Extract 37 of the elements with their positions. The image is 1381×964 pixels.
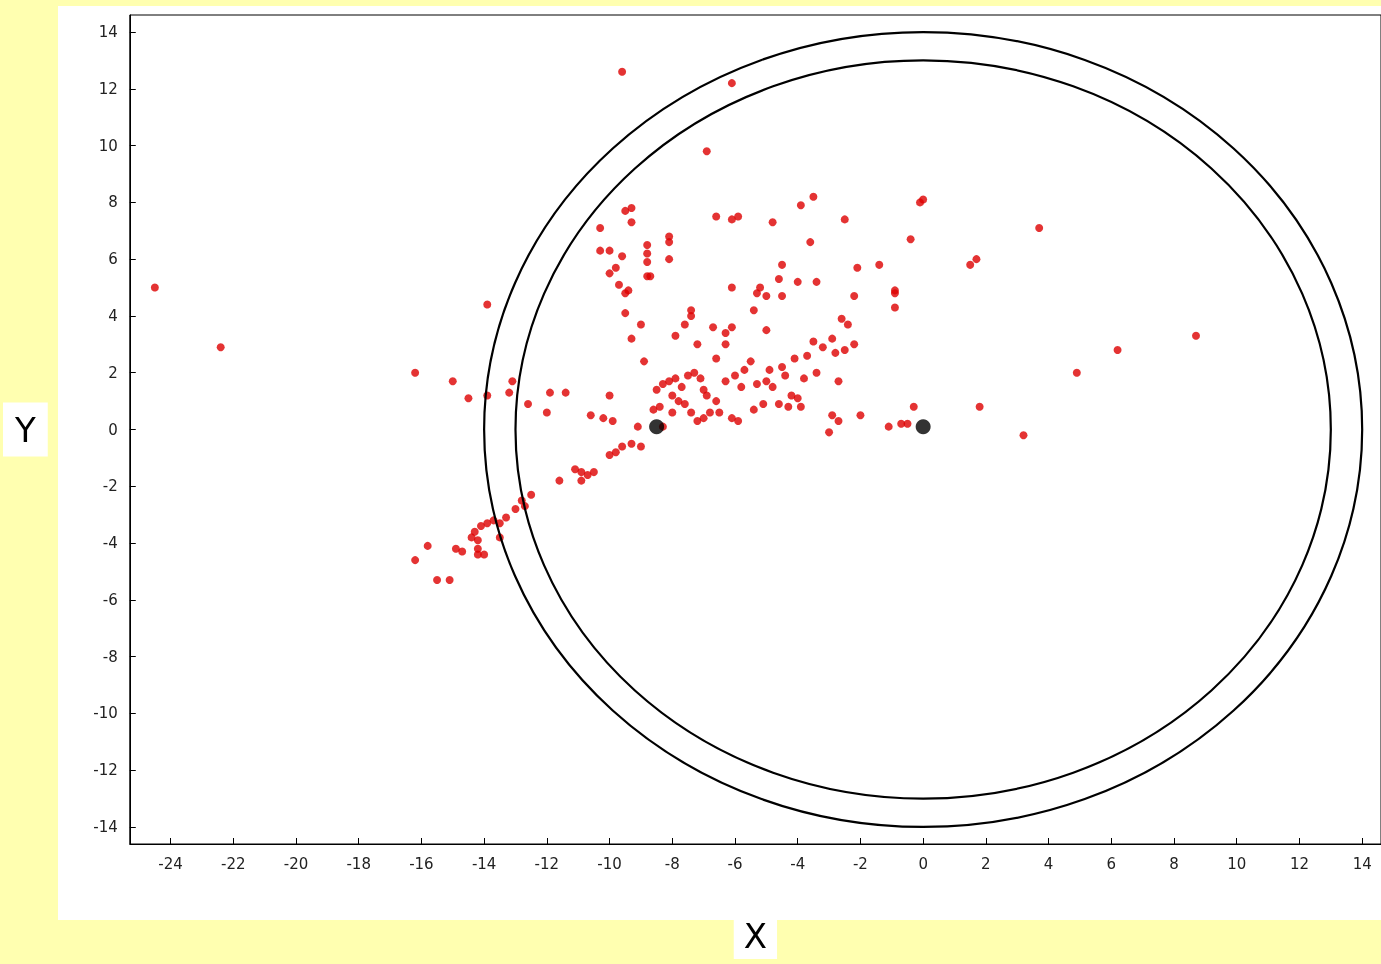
x-tick-label: -4 <box>790 854 806 873</box>
x-tick-label: -12 <box>534 854 560 873</box>
y-axis-title: Y <box>13 409 36 450</box>
y-tick-label: -4 <box>102 534 118 553</box>
y-tick-label: -14 <box>93 817 118 836</box>
x-tick-label: -22 <box>221 854 246 873</box>
y-tick-label: -8 <box>102 647 118 666</box>
x-tick-label: -16 <box>409 854 434 873</box>
x-tick-label: 0 <box>918 854 928 873</box>
y-tick-label: 8 <box>108 193 118 212</box>
y-tick-label: 12 <box>98 79 118 98</box>
y-tick-label: 10 <box>98 136 118 155</box>
x-tick-label: -14 <box>471 854 497 873</box>
x-tick-label: 10 <box>1227 854 1247 873</box>
x-tick-label: 6 <box>1106 854 1117 873</box>
x-tick-label: -10 <box>597 854 622 873</box>
x-tick-label: -18 <box>346 854 371 873</box>
y-tick-label: 0 <box>108 420 118 439</box>
x-tick-label: 4 <box>1043 854 1054 873</box>
x-tick-label: 2 <box>981 854 991 873</box>
y-tick-label: -10 <box>93 704 118 723</box>
y-tick-label: 4 <box>108 306 118 325</box>
y-tick-label: 6 <box>108 250 118 269</box>
y-tick-label: 2 <box>108 363 118 382</box>
y-tick-label: -12 <box>93 761 118 780</box>
x-axis-title: X <box>743 916 768 956</box>
x-tick-label: 14 <box>1352 854 1372 873</box>
x-tick-label: -24 <box>158 854 183 873</box>
x-tick-label: -2 <box>852 854 868 873</box>
y-tick-label: -2 <box>102 477 118 496</box>
x-tick-label: -6 <box>727 854 743 873</box>
y-tick-label: -6 <box>102 590 118 609</box>
x-tick-label: -8 <box>664 854 680 873</box>
y-tick-label: 14 <box>98 23 118 42</box>
x-tick-label: 8 <box>1169 854 1179 873</box>
x-tick-label: -20 <box>283 854 309 873</box>
x-tick-label: 12 <box>1289 854 1310 873</box>
